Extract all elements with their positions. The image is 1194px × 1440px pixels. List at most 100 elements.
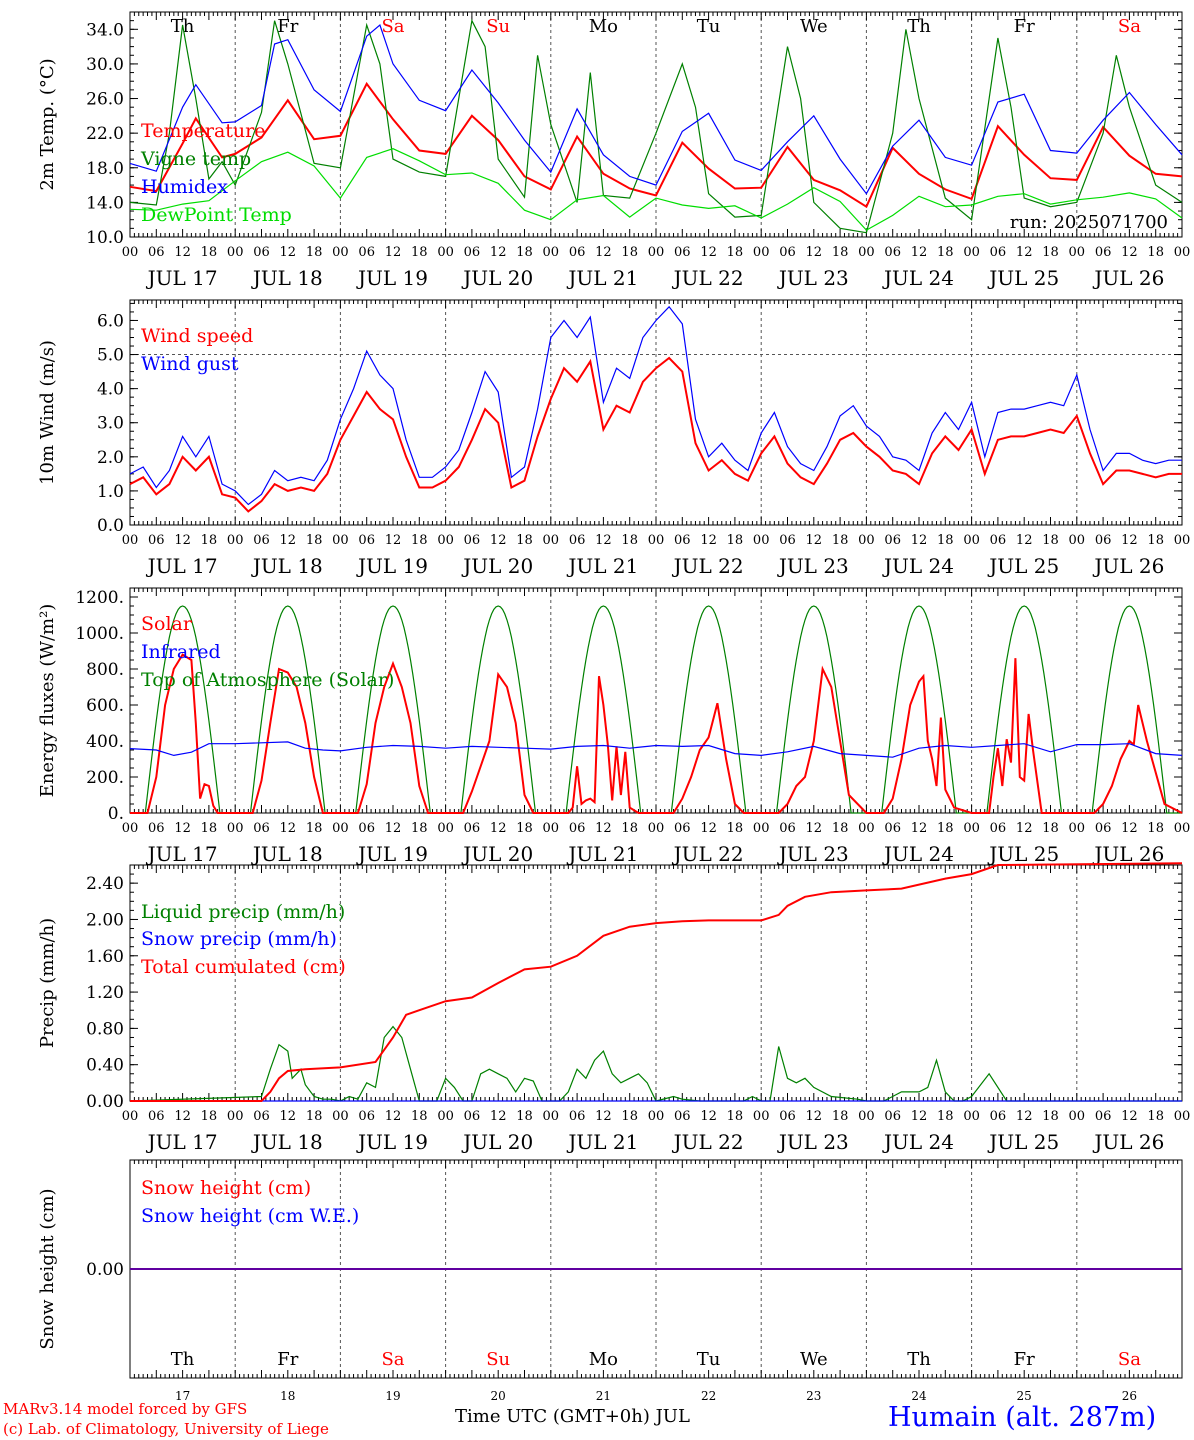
hour-tick-label: 06	[358, 821, 375, 836]
hour-tick-label: 12	[385, 1109, 402, 1124]
date-label: JUL 24	[882, 554, 954, 578]
hour-tick-label: 18	[727, 1109, 744, 1124]
hour-tick-label: 00	[332, 821, 349, 836]
hour-tick-label: 00	[1174, 1109, 1191, 1124]
hour-tick-label: 12	[490, 1109, 507, 1124]
hour-tick-label: 06	[884, 245, 901, 260]
legend-entry: DewPoint Temp	[141, 204, 292, 226]
day-name-label: Fr	[1014, 16, 1035, 37]
hour-tick-label: 00	[963, 1109, 980, 1124]
hour-tick-label: 00	[753, 533, 770, 548]
hour-tick-label: 18	[621, 533, 638, 548]
hour-tick-label: 00	[1069, 533, 1086, 548]
y-tick-label: 22.0	[86, 124, 124, 144]
hour-tick-label: 18	[727, 821, 744, 836]
hour-tick-label: 06	[569, 533, 586, 548]
series-line-wind-speed	[129, 356, 1182, 513]
y-tick-label: 2.40	[86, 874, 124, 894]
hour-tick-label: 06	[990, 1109, 1007, 1124]
hour-tick-label: 12	[490, 821, 507, 836]
hour-tick-label: 00	[753, 821, 770, 836]
y-tick-label: 1.60	[86, 947, 124, 967]
date-label: JUL 20	[461, 554, 533, 578]
hour-tick-label: 12	[1121, 245, 1138, 260]
date-label: JUL 22	[672, 266, 744, 290]
y-tick-label: 0.80	[86, 1019, 124, 1039]
hour-tick-label: 12	[490, 245, 507, 260]
series-line-liquid-precip-mm-h	[129, 1025, 1182, 1102]
date-label: JUL 20	[461, 266, 533, 290]
day-name-label: Fr	[1014, 1349, 1035, 1370]
hour-tick-label: 00	[227, 533, 244, 548]
date-label: JUL 25	[987, 842, 1059, 866]
hour-tick-label: 06	[779, 821, 796, 836]
date-label: JUL 21	[566, 554, 638, 578]
hour-tick-label: 00	[963, 533, 980, 548]
hour-tick-label: 00	[437, 1109, 454, 1124]
hour-tick-label: 12	[911, 533, 928, 548]
hour-tick-label: 12	[280, 533, 297, 548]
hour-tick-label: 00	[963, 245, 980, 260]
hour-tick-label: 18	[201, 821, 218, 836]
y-tick-label: 2.0	[97, 448, 124, 468]
date-label: JUL 25	[987, 266, 1059, 290]
hour-tick-label: 06	[358, 1109, 375, 1124]
y-tick-label: 3.0	[97, 414, 124, 434]
station-title: Humain (alt. 287m)	[888, 1402, 1157, 1433]
hour-tick-label: 00	[227, 1109, 244, 1124]
hour-tick-label: 18	[621, 1109, 638, 1124]
hour-tick-label: 18	[201, 245, 218, 260]
day-number-label: 21	[596, 1389, 611, 1403]
hour-tick-label: 06	[148, 821, 165, 836]
date-label: JUL 24	[882, 266, 954, 290]
day-name-label: Sa	[381, 1349, 404, 1370]
day-name-label: We	[800, 1349, 828, 1370]
y-axis-title: Snow height (cm)	[37, 1188, 58, 1349]
y-tick-label: 26.0	[86, 90, 124, 110]
hour-tick-label: 06	[1095, 821, 1112, 836]
hour-tick-label: 06	[1095, 245, 1112, 260]
day-name-label: Tu	[697, 1349, 721, 1370]
hour-tick-label: 00	[122, 533, 139, 548]
hour-tick-label: 12	[174, 533, 191, 548]
hour-tick-label: 18	[832, 533, 849, 548]
hour-tick-label: 12	[700, 533, 717, 548]
hour-tick-label: 06	[990, 821, 1007, 836]
hour-tick-label: 06	[990, 533, 1007, 548]
hour-tick-label: 12	[911, 1109, 928, 1124]
hour-tick-label: 06	[779, 533, 796, 548]
y-tick-label: 34.0	[86, 20, 124, 40]
legend-entry: Snow height (cm)	[141, 1177, 311, 1199]
hour-tick-label: 18	[411, 245, 428, 260]
y-tick-label: 14.0	[86, 193, 124, 213]
hour-tick-label: 12	[806, 533, 823, 548]
date-label: JUL 19	[356, 1130, 428, 1154]
date-label: JUL 23	[777, 554, 849, 578]
y-tick-label: 800.	[86, 660, 124, 680]
hour-tick-label: 06	[253, 821, 270, 836]
day-name-label: Th	[171, 1349, 195, 1370]
hour-tick-label: 06	[779, 245, 796, 260]
series-line-solar	[130, 653, 1183, 814]
hour-tick-label: 00	[1069, 1109, 1086, 1124]
hour-tick-label: 06	[990, 245, 1007, 260]
day-name-label: Th	[907, 16, 931, 37]
hour-tick-label: 06	[358, 245, 375, 260]
hour-tick-label: 12	[700, 245, 717, 260]
date-label: JUL 25	[987, 1130, 1059, 1154]
day-name-label: Fr	[277, 1349, 298, 1370]
hour-tick-label: 06	[464, 245, 481, 260]
day-number-label: 23	[806, 1389, 821, 1403]
hour-tick-label: 00	[648, 1109, 665, 1124]
hour-tick-label: 06	[253, 245, 270, 260]
date-label: JUL 18	[251, 842, 323, 866]
hour-tick-label: 18	[1147, 821, 1164, 836]
date-label: JUL 24	[882, 842, 954, 866]
y-axis-title: 2m Temp. (°C)	[37, 58, 58, 190]
legend-entry: Humidex	[141, 176, 228, 198]
y-axis-title: Energy fluxes (W/m²)	[37, 604, 58, 798]
hour-tick-label: 06	[569, 821, 586, 836]
model-credit: MARv3.14 model forced by GFS	[3, 1400, 248, 1418]
hour-tick-label: 00	[648, 821, 665, 836]
series-line-total-cumulated-cm	[130, 862, 1183, 1102]
